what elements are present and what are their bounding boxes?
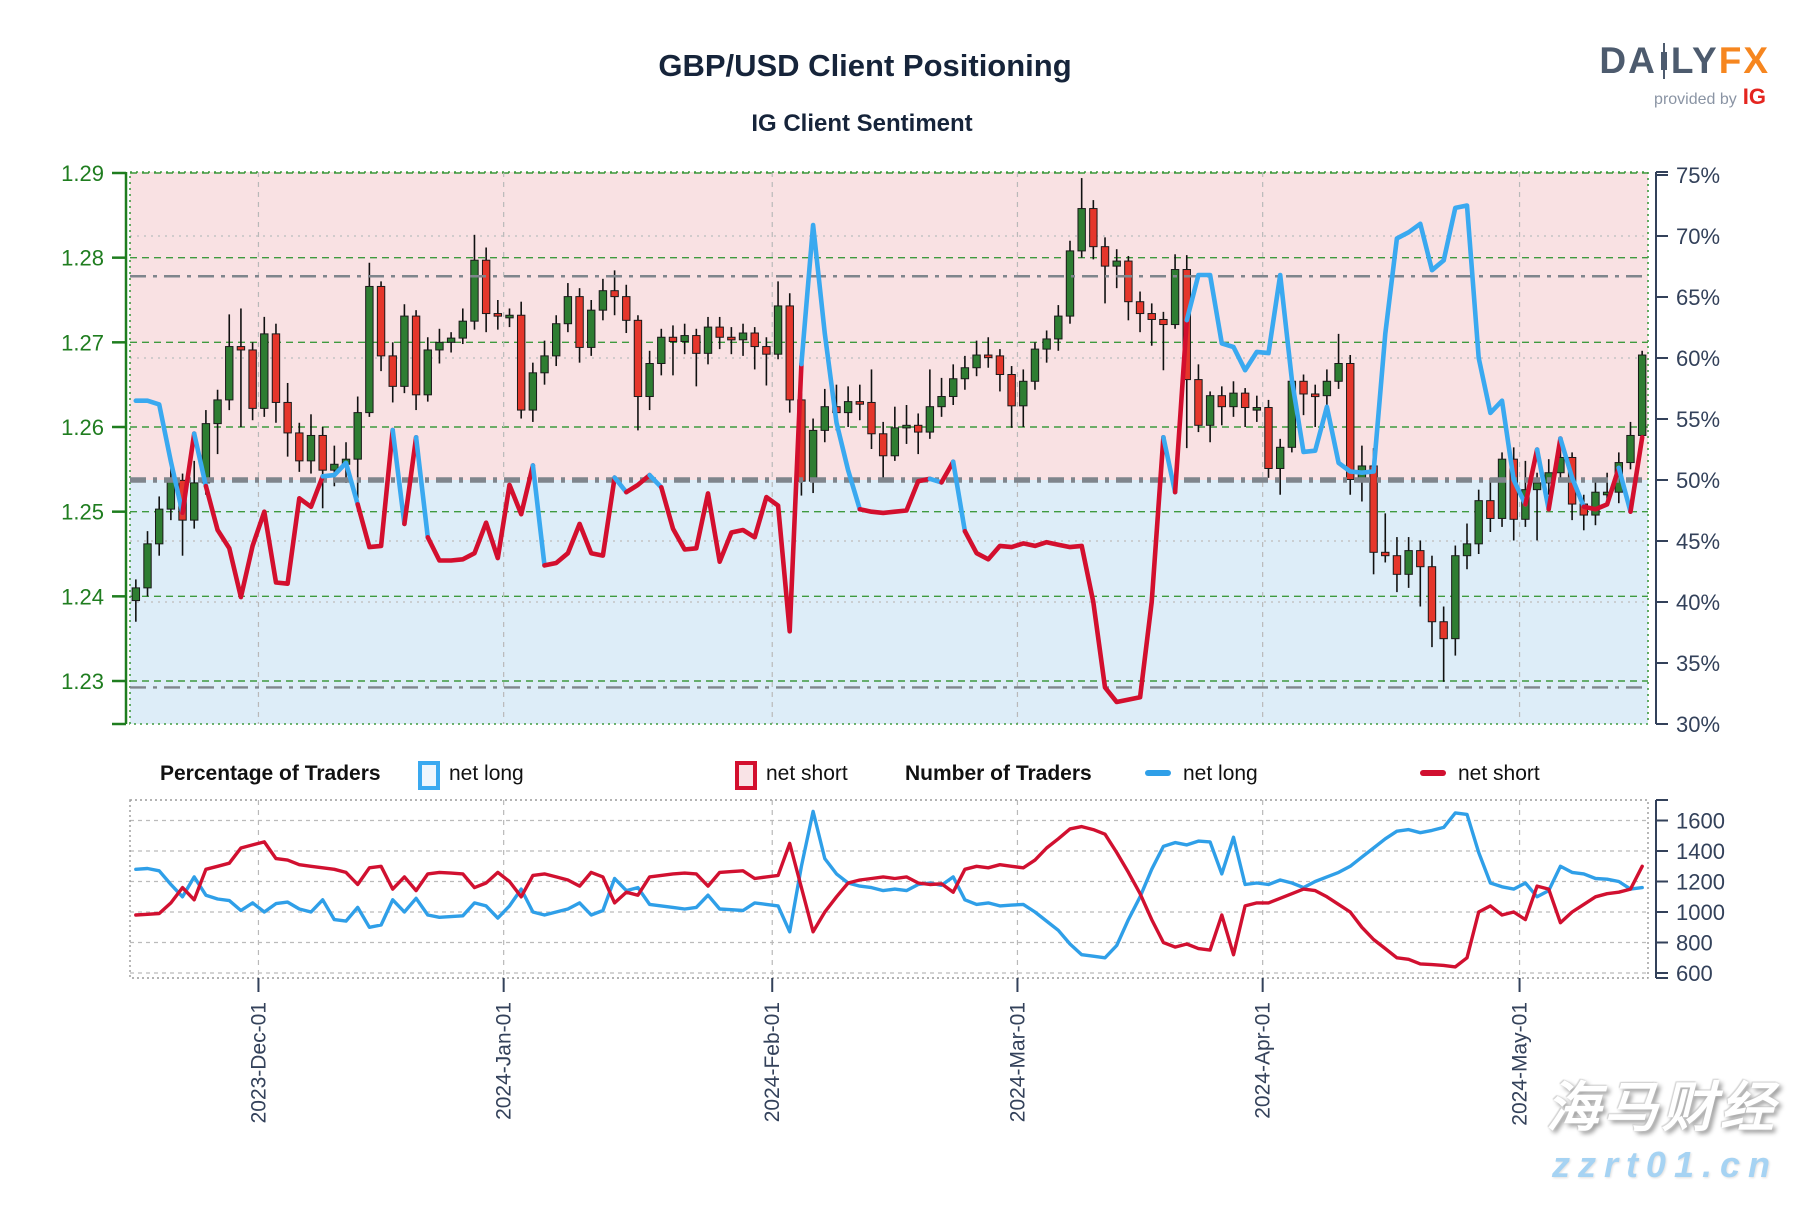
svg-text:2024-Jan-01: 2024-Jan-01 [493,1002,516,1120]
provided-by: provided by IG [1654,84,1766,110]
svg-text:1600: 1600 [1676,809,1725,834]
price-axis-left: 1.29 1.28 1.27 1.26 1.25 1.24 1.23 [61,161,128,726]
svg-text:2024-May-01: 2024-May-01 [1509,1002,1532,1126]
svg-text:40%: 40% [1676,590,1720,615]
svg-text:1.25: 1.25 [61,500,104,525]
svg-text:1.26: 1.26 [61,415,104,440]
svg-text:1.24: 1.24 [61,584,104,609]
svg-text:600: 600 [1676,961,1713,986]
svg-text:70%: 70% [1676,224,1720,249]
count-axis-right: 1600 1400 1200 1000 800 600 [1655,799,1725,986]
svg-text:35%: 35% [1676,651,1720,676]
svg-text:2024-Feb-01: 2024-Feb-01 [761,1002,784,1122]
num-net-long-line-icon [1145,770,1171,776]
svg-text:1.23: 1.23 [61,669,104,694]
legend-title-percentage: Percentage of Traders [160,762,381,785]
ig-logo: IG [1742,84,1766,109]
percent-axis-right: 75% 70% 65% 60% 55% 50% 45% 40% 35% 30% [1655,163,1720,737]
candlestick-icon [1660,43,1667,79]
svg-text:800: 800 [1676,931,1713,956]
svg-text:1.28: 1.28 [61,246,104,271]
svg-text:1400: 1400 [1676,839,1725,864]
svg-text:2024-Apr-01: 2024-Apr-01 [1252,1002,1275,1119]
pct-net-short-label: net short [766,762,848,785]
svg-text:45%: 45% [1676,529,1720,554]
legend-title-number: Number of Traders [905,762,1092,785]
traders-net-short-line [134,824,1644,969]
num-net-short-label: net short [1458,762,1540,785]
svg-text:2023-Dec-01: 2023-Dec-01 [247,1002,270,1123]
svg-text:1200: 1200 [1676,870,1725,895]
svg-text:2024-Mar-01: 2024-Mar-01 [1006,1002,1029,1122]
num-net-long-label: net long [1183,762,1258,785]
svg-text:30%: 30% [1676,712,1720,737]
chart-subtitle: IG Client Sentiment [751,110,973,137]
watermark-line2: zzrt01.cn [1551,1144,1778,1185]
sentiment-line-layer [133,203,1645,705]
reference-lines [130,275,1648,689]
pct-net-short-swatch-icon [735,761,757,790]
page-title: GBP/USD Client Positioning [658,48,1072,83]
watermark: 海马财经 zzrt01.cn [1546,1063,1778,1186]
logo-text-da: DA [1599,40,1657,81]
svg-text:1.29: 1.29 [61,161,104,186]
dailyfx-logo: DA LY FX [1599,40,1770,82]
svg-text:60%: 60% [1676,346,1720,371]
lower-gridlines [129,799,1649,979]
date-axis: 2023-Dec-01 2024-Jan-01 2024-Feb-01 2024-Ma… [247,978,1532,1126]
logo-text-fx: FX [1718,40,1770,81]
svg-text:1000: 1000 [1676,900,1725,925]
watermark-line1: 海马财经 [1546,1078,1778,1138]
svg-text:65%: 65% [1676,285,1720,310]
provided-by-label: provided by [1654,91,1737,108]
pct-net-long-swatch-icon [418,761,440,790]
chart-legend: Percentage of Traders net long net short… [0,758,1800,798]
pct-net-long-label: net long [449,762,524,785]
traders-net-long-line [134,809,1644,960]
svg-text:55%: 55% [1676,407,1720,432]
svg-text:50%: 50% [1676,468,1720,493]
svg-text:1.27: 1.27 [61,330,104,355]
logo-text-ly: LY [1670,40,1719,81]
svg-text:75%: 75% [1676,163,1720,188]
num-net-short-line-icon [1420,770,1446,776]
